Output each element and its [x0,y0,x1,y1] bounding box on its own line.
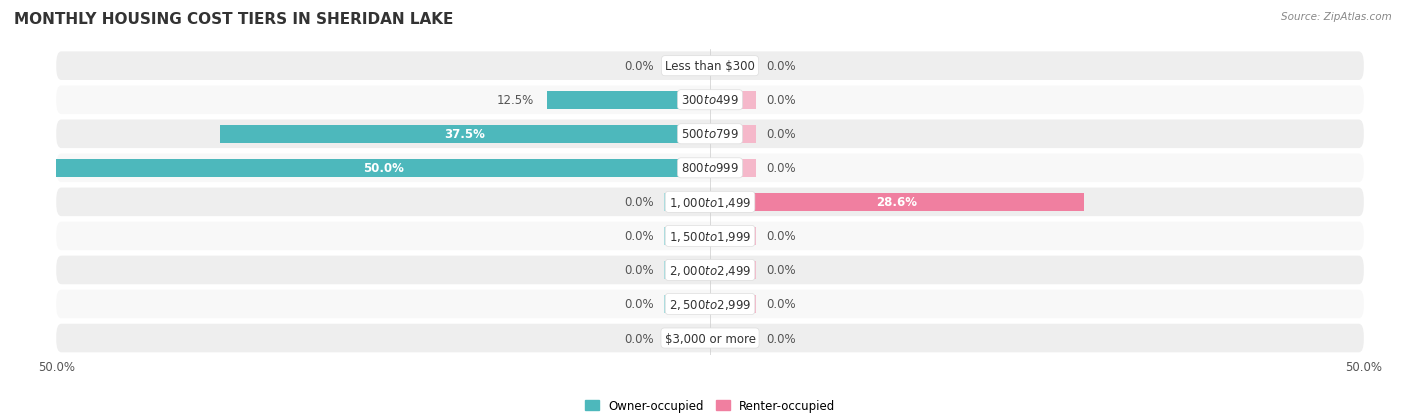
FancyBboxPatch shape [56,188,1364,217]
Text: $1,500 to $1,999: $1,500 to $1,999 [669,229,751,243]
FancyBboxPatch shape [56,256,1364,285]
FancyBboxPatch shape [56,290,1364,318]
Text: 12.5%: 12.5% [496,94,533,107]
Bar [664,194,710,211]
Bar [710,194,1084,211]
Bar [710,92,756,109]
Bar [56,159,710,177]
Text: 0.0%: 0.0% [624,230,654,243]
Text: 0.0%: 0.0% [624,264,654,277]
Text: $2,500 to $2,999: $2,500 to $2,999 [669,297,751,311]
Text: $500 to $799: $500 to $799 [681,128,740,141]
Text: 0.0%: 0.0% [766,60,796,73]
Text: 0.0%: 0.0% [624,196,654,209]
Text: MONTHLY HOUSING COST TIERS IN SHERIDAN LAKE: MONTHLY HOUSING COST TIERS IN SHERIDAN L… [14,12,453,27]
Text: 0.0%: 0.0% [624,332,654,345]
FancyBboxPatch shape [56,324,1364,352]
Text: $2,000 to $2,499: $2,000 to $2,499 [669,263,751,277]
Bar [710,330,756,347]
Text: $1,000 to $1,499: $1,000 to $1,499 [669,195,751,209]
Bar [710,159,756,177]
FancyBboxPatch shape [56,86,1364,115]
Bar [710,228,756,245]
Text: Source: ZipAtlas.com: Source: ZipAtlas.com [1281,12,1392,22]
Text: Less than $300: Less than $300 [665,60,755,73]
Text: 28.6%: 28.6% [876,196,918,209]
Legend: Owner-occupied, Renter-occupied: Owner-occupied, Renter-occupied [579,394,841,413]
Text: $300 to $499: $300 to $499 [681,94,740,107]
Text: 0.0%: 0.0% [766,128,796,141]
Bar [710,261,756,279]
Text: 0.0%: 0.0% [766,264,796,277]
Bar [710,295,756,313]
Text: 0.0%: 0.0% [766,94,796,107]
Bar [710,126,756,143]
Bar [219,126,710,143]
Text: 0.0%: 0.0% [624,298,654,311]
FancyBboxPatch shape [56,222,1364,251]
Bar [710,58,756,75]
Text: 0.0%: 0.0% [624,60,654,73]
Bar [664,261,710,279]
Bar [664,330,710,347]
Text: $800 to $999: $800 to $999 [681,162,740,175]
Text: $3,000 or more: $3,000 or more [665,332,755,345]
FancyBboxPatch shape [56,120,1364,149]
Bar [664,295,710,313]
Text: 50.0%: 50.0% [363,162,404,175]
FancyBboxPatch shape [56,154,1364,183]
Text: 0.0%: 0.0% [766,332,796,345]
FancyBboxPatch shape [56,52,1364,81]
Text: 37.5%: 37.5% [444,128,485,141]
Bar [664,58,710,75]
Text: 0.0%: 0.0% [766,230,796,243]
Text: 0.0%: 0.0% [766,298,796,311]
Text: 0.0%: 0.0% [766,162,796,175]
Bar [547,92,710,109]
Bar [664,228,710,245]
